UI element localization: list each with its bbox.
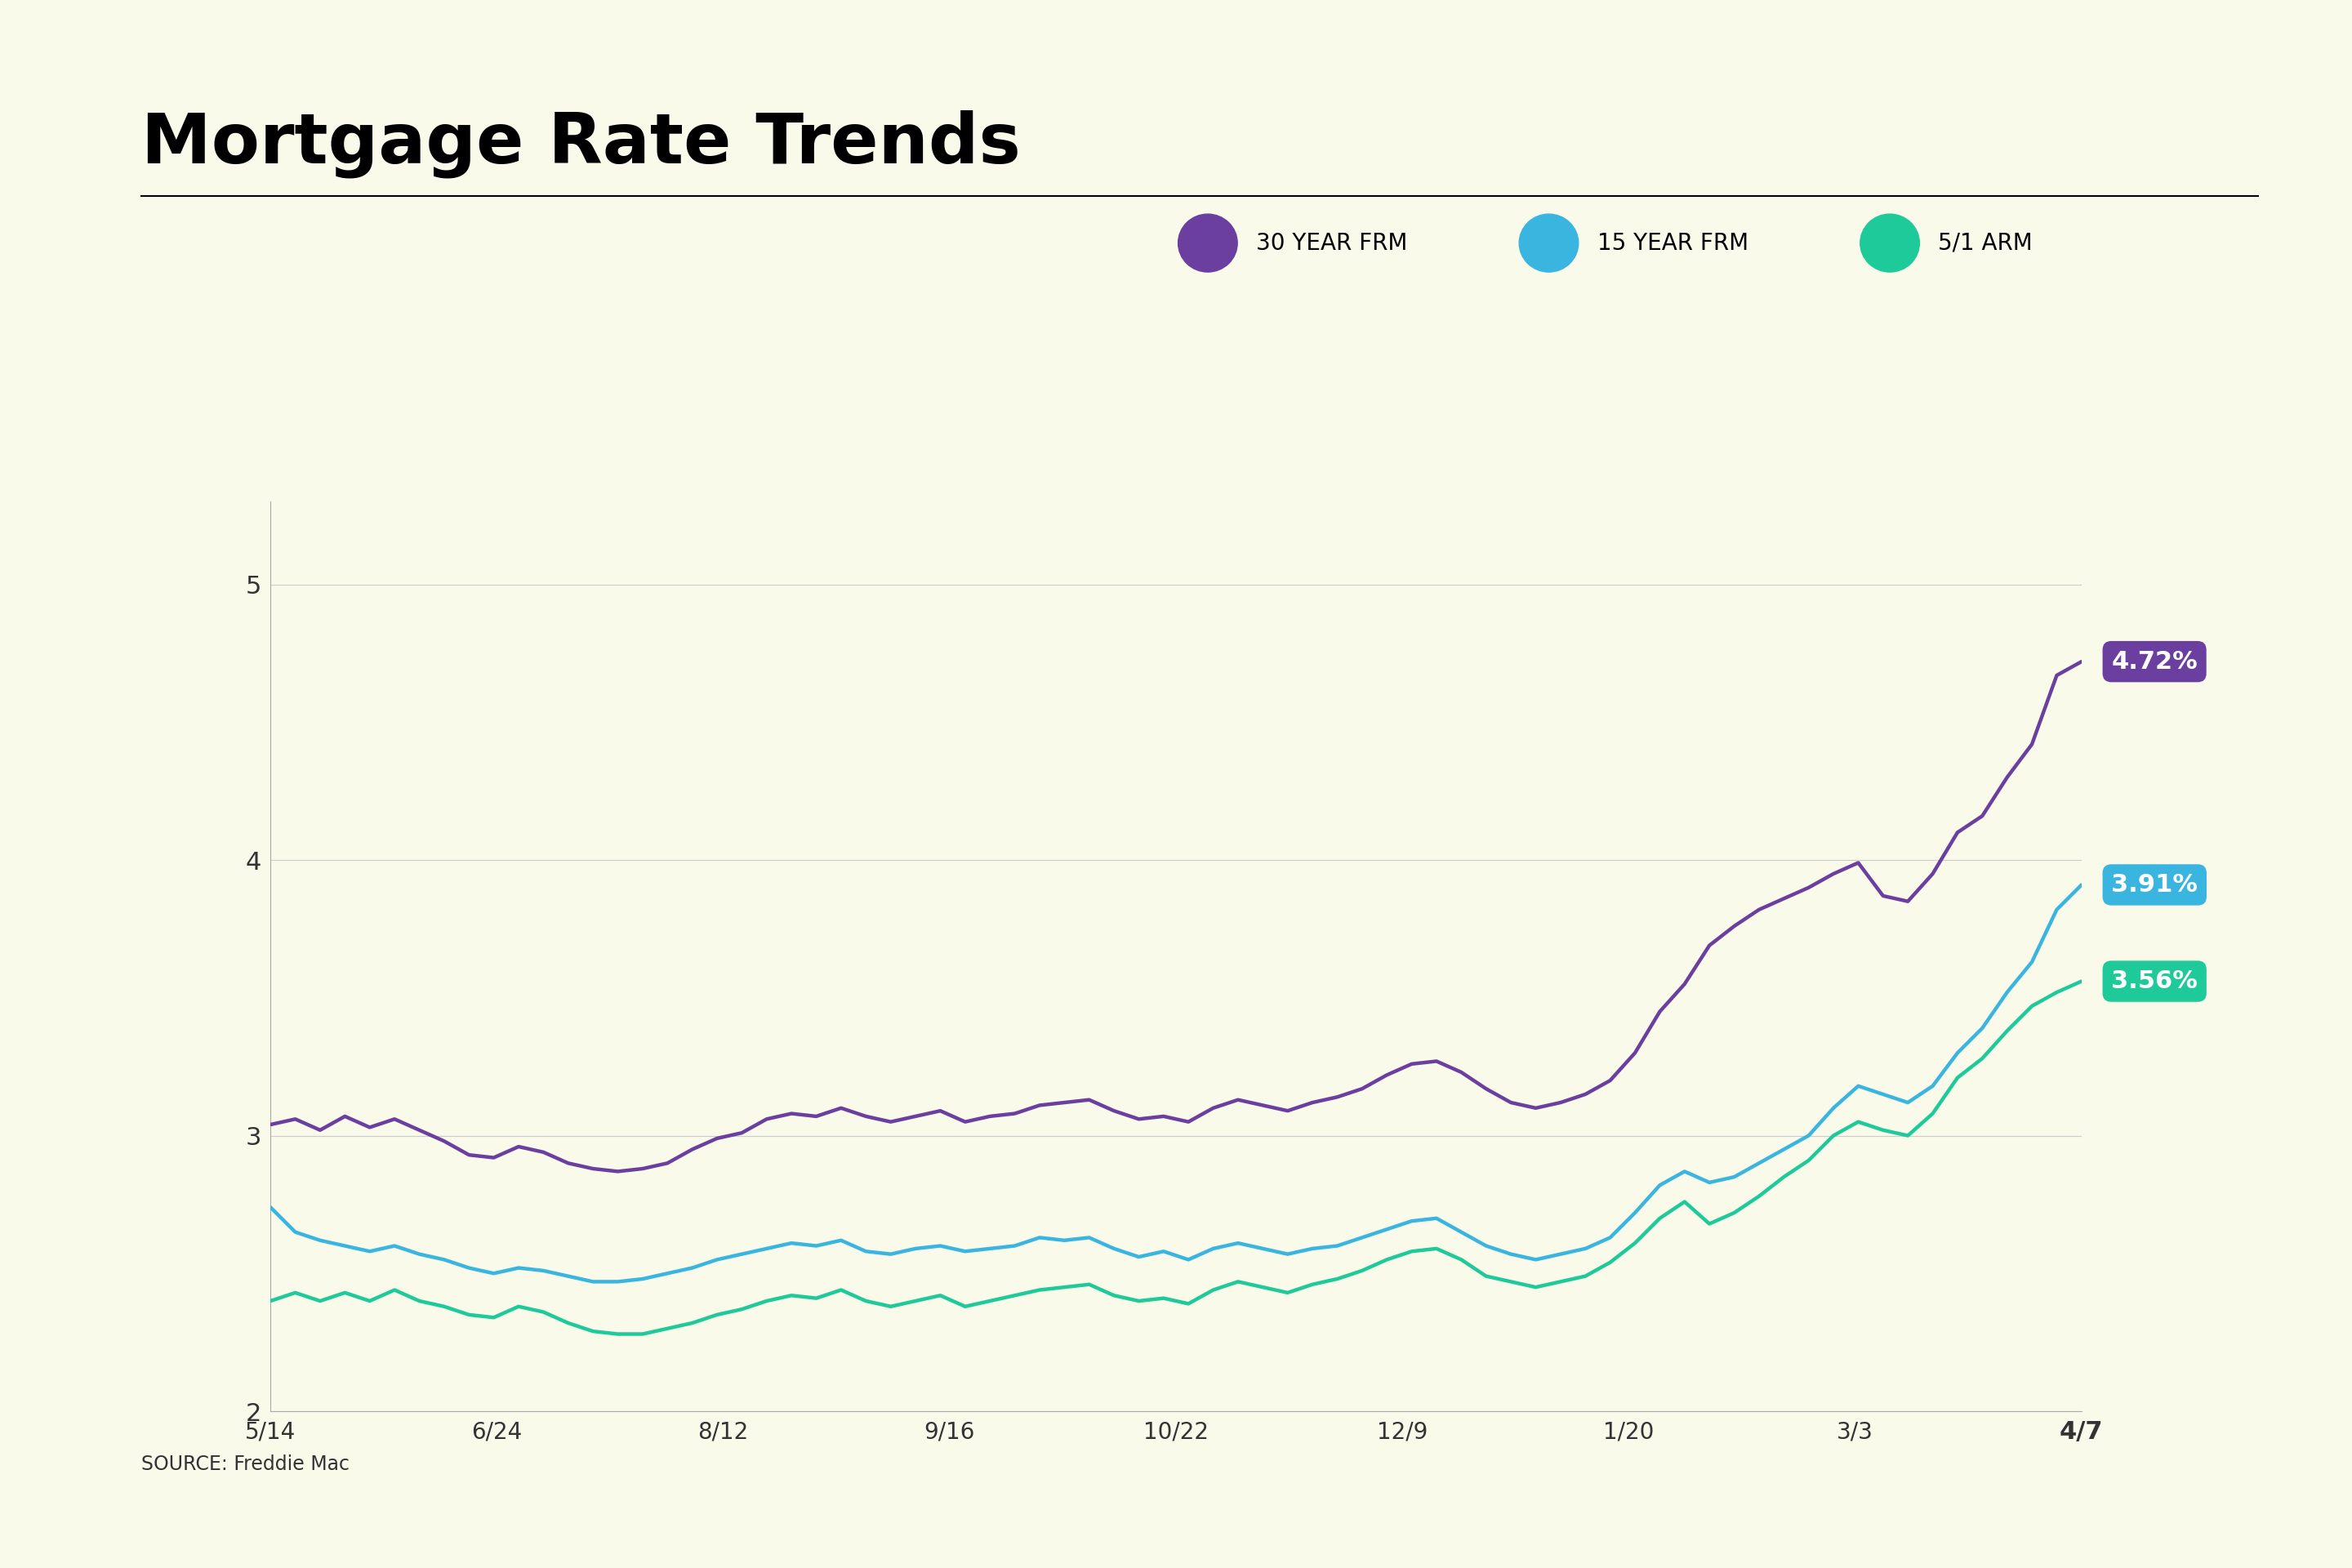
- Text: 30 YEAR FRM: 30 YEAR FRM: [1256, 232, 1406, 254]
- Text: 4.72%: 4.72%: [2112, 649, 2197, 673]
- Text: 5/1 ARM: 5/1 ARM: [1938, 232, 2032, 254]
- Text: 3.91%: 3.91%: [2112, 873, 2197, 897]
- Text: 3.56%: 3.56%: [2112, 969, 2197, 993]
- Circle shape: [1860, 215, 1919, 271]
- Text: Mortgage Rate Trends: Mortgage Rate Trends: [141, 110, 1021, 177]
- Text: 15 YEAR FRM: 15 YEAR FRM: [1597, 232, 1748, 254]
- Circle shape: [1178, 215, 1237, 271]
- Circle shape: [1519, 215, 1578, 271]
- Text: SOURCE: Freddie Mac: SOURCE: Freddie Mac: [141, 1455, 350, 1474]
